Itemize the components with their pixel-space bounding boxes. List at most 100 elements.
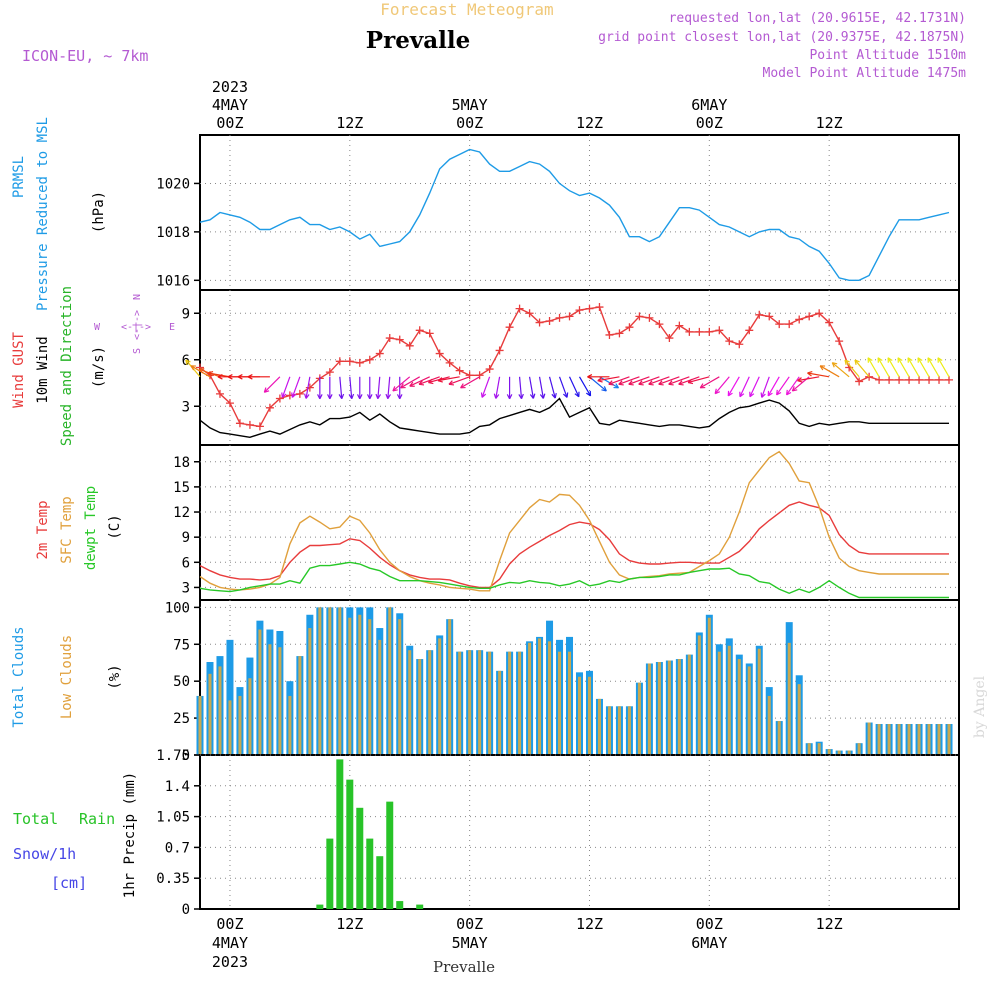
wind-arrow-shaft	[767, 376, 780, 397]
top-axis-label: 00Z	[216, 114, 243, 132]
wind-arrow-head	[366, 394, 373, 400]
wind-arrow-shaft	[518, 376, 523, 399]
bottom-axis-tick: 12Z	[336, 915, 363, 933]
wind-arrow-shaft	[761, 376, 770, 398]
rain-bar	[316, 904, 324, 909]
gust-marker	[335, 357, 344, 366]
wind-arrow-head	[819, 365, 826, 371]
wind-arrow-shaft	[867, 357, 880, 378]
wind-arrow-head	[480, 392, 487, 398]
wind-direction-arrow	[819, 365, 840, 378]
low-cloud-bar	[817, 743, 821, 755]
wind-direction-arrow	[907, 357, 920, 378]
gust-marker	[775, 320, 784, 329]
series-line-2m-temp	[199, 501, 949, 589]
temperature-ytick-label: 3	[182, 580, 190, 596]
wind-arrow-head	[776, 389, 782, 396]
gust-marker	[635, 312, 644, 321]
forecast-title: Forecast Meteogram	[380, 0, 553, 19]
low-cloud-bar	[338, 607, 342, 755]
low-cloud-bar	[807, 743, 811, 755]
wind-arrow-shaft	[678, 376, 700, 385]
low-cloud-bar	[218, 666, 222, 755]
wind-arrow-head	[303, 393, 310, 399]
precip-panel: 0 0.35 0.7 1.05 1.4 1.75	[156, 748, 960, 918]
gust-marker	[355, 358, 364, 367]
wind-arrow-shaft	[263, 376, 281, 393]
wind-direction-arrow	[338, 376, 345, 400]
wind-arrow-head	[207, 370, 214, 377]
wind-arrow-head	[247, 373, 253, 380]
wind-arrow-shaft	[897, 357, 910, 378]
precip-ylabel: 1hr Precip (mm)	[122, 772, 138, 898]
wind-direction-arrow	[448, 376, 470, 386]
wind-arrow-shaft	[739, 376, 750, 397]
gust-marker	[275, 394, 284, 403]
low-cloud-bar	[837, 750, 841, 755]
wind-arrow-head	[460, 383, 466, 389]
low-cloud-bar	[647, 663, 651, 755]
precip-frame	[199, 754, 960, 910]
wind-arrow-head	[562, 392, 569, 398]
gust-marker	[325, 368, 334, 377]
gust-marker	[695, 327, 704, 336]
wind-arrow-shaft	[618, 376, 640, 385]
temperature-ytick-label: 9	[182, 530, 190, 546]
gust-marker	[905, 375, 914, 384]
model-label: ICON-EU, ~ 7km	[22, 47, 148, 65]
wind-direction-arrow	[437, 376, 460, 383]
wind-arrow-shaft	[797, 376, 820, 382]
gust-marker	[405, 341, 414, 350]
total-cloud-bar	[226, 639, 234, 755]
precip-ytick-label: 1.75	[156, 748, 190, 764]
bottom-axis-label: 5MAY	[452, 934, 488, 952]
location-title: Prevalle	[366, 27, 470, 54]
gust-marker	[805, 312, 814, 321]
compass-s: S	[132, 348, 143, 354]
series-line-wind-gust	[199, 306, 949, 428]
gust-marker	[815, 309, 824, 318]
low-cloud-bar	[867, 722, 871, 755]
wind-arrow-shaft	[558, 376, 568, 398]
wind-arrow-shaft	[339, 376, 343, 399]
low-cloud-bar	[947, 724, 951, 755]
wind-arrow-head	[493, 393, 500, 399]
bottom-axis-label: 12Z	[336, 915, 363, 933]
wind-direction-arrow	[303, 376, 311, 399]
top-axis-label: 12Z	[816, 114, 843, 132]
wind-arrow-head	[217, 373, 223, 380]
wind-arrow-head	[375, 393, 382, 400]
bottom-axis-label: 4MAY	[212, 934, 248, 952]
compass-ns-arrow: <-|->	[132, 310, 143, 340]
wind-arrow-shaft	[481, 376, 491, 398]
rain-bar	[366, 838, 374, 909]
temp-unit: (C)	[107, 514, 123, 539]
wind-arrow-shaft	[281, 376, 291, 398]
low-cloud-bar	[717, 651, 721, 755]
low-clouds-ylabel: Low Clouds	[59, 635, 75, 719]
rain-bar	[416, 904, 424, 909]
gust-marker	[675, 321, 684, 330]
wind-dir-ylabel: Speed and Direction	[59, 286, 75, 446]
series-line-prmsl	[199, 148, 950, 281]
point-altitude: Point Altitude 1510m	[809, 48, 966, 63]
wind-direction-arrow	[807, 370, 830, 378]
low-cloud-bar	[518, 651, 522, 755]
wind-arrow-head	[727, 390, 733, 397]
wind-arrow-head	[409, 381, 415, 387]
clouds-ytick-label: 75	[173, 637, 190, 653]
rain-bar	[326, 838, 334, 909]
rain-bar	[356, 807, 364, 909]
wind-unit: (m/s)	[91, 346, 107, 388]
wind-arrow-head	[348, 393, 355, 400]
wind-arrow-head	[198, 368, 205, 374]
wind-arrow-shaft	[937, 357, 950, 378]
wind-arrow-shaft	[927, 357, 940, 378]
gust-marker	[895, 375, 904, 384]
wind-arrow-head	[877, 357, 883, 363]
low-cloud-bar	[827, 749, 831, 755]
wind-arrow-head	[648, 380, 654, 386]
wind-arrow-shaft	[448, 376, 470, 385]
wind-direction-arrow	[327, 376, 333, 400]
